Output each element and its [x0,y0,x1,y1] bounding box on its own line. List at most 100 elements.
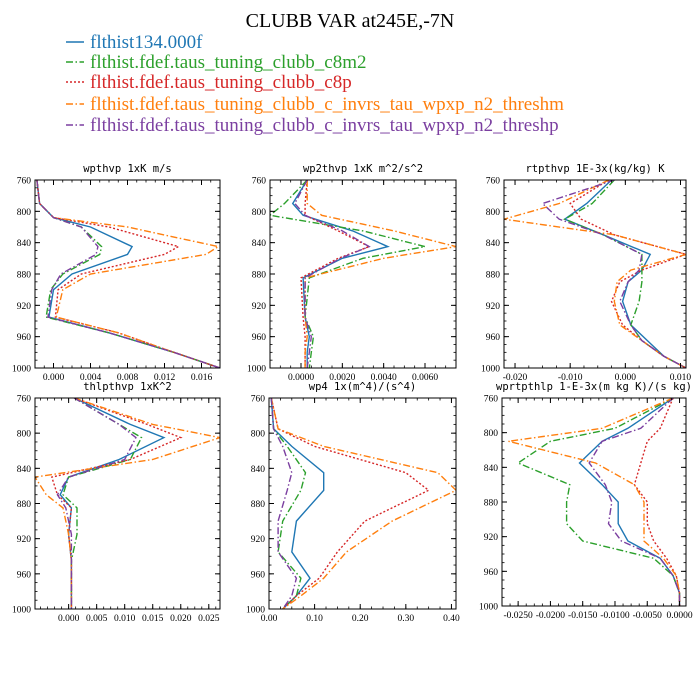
figure-title: CLUBB VAR at245E,-7N [246,10,455,32]
y-tick-label: 880 [486,271,501,281]
y-tick-label: 1000 [247,365,266,375]
series-line [59,398,166,609]
y-tick-label: 840 [17,465,32,475]
y-tick-label: 760 [17,395,32,405]
x-tick-label: 0.008 [117,373,139,383]
y-tick-label: 760 [486,177,501,187]
series-line [588,398,681,606]
series-line [270,398,298,609]
subplot: wp4 1x(m^4)/(s^4)76080084088092096010000… [246,381,460,624]
y-tick-label: 840 [17,239,32,249]
subplot-title: thlpthvp 1xK^2 [83,381,172,393]
series-line [270,398,456,609]
y-tick-label: 920 [251,535,266,545]
y-tick-label: 880 [484,499,499,509]
series-line [563,180,686,368]
subplot: wp2thvp 1xK m^2/s^2 760 800 840 880 920 960 100… [247,163,457,383]
series-line [304,180,456,368]
y-tick-label: 960 [17,333,32,343]
y-tick-label: 920 [252,302,267,312]
y-tick-label: 800 [17,430,32,440]
legend-label: flthist.fdef.taus_tuning_clubb_c8p [90,72,352,93]
x-tick-label: 0.016 [191,373,213,383]
x-tick-label: 0.000 [58,614,80,624]
x-tick-label: 0.10 [306,614,323,624]
y-tick-label: 880 [17,271,32,281]
series-line [541,180,686,368]
series-line [293,180,371,368]
x-tick-label: 0.0060 [412,373,438,383]
y-tick-label: 760 [252,177,267,187]
subplot-title: wp4 1x(m^4)/(s^4) [309,381,416,393]
x-tick-label: -0.020 [503,373,528,383]
legend: flthist134.000f flthist.fdef.taus_tuning… [66,32,564,136]
y-tick-label: 800 [484,429,499,439]
subplot-title: wp2thvp 1xK m^2/s^2 [303,163,423,175]
y-tick-label: 800 [486,208,501,218]
series-line [36,180,220,368]
series-line [35,398,220,609]
series-line [516,398,681,606]
x-tick-label: -0.0150 [568,611,598,621]
y-tick-label: 760 [17,177,32,187]
legend-label: flthist.fdef.taus_tuning_clubb_c_invrs_t… [90,115,559,136]
y-tick-label: 1000 [479,603,498,613]
y-tick-label: 960 [486,333,501,343]
x-tick-label: 0.010 [670,373,692,383]
subplot: wpthvp 1xK m/s 760 800 840 880 920 960 1000 0.00… [12,163,221,383]
y-tick-label: 760 [484,395,499,405]
series-line [270,398,430,609]
series-line [36,180,220,368]
x-tick-label: 0.0000 [288,373,314,383]
x-tick-label: -0.010 [558,373,583,383]
x-tick-label: 0.020 [170,614,192,624]
y-tick-label: 840 [251,465,266,475]
x-tick-label: 0.025 [198,614,220,624]
legend-entry: flthist.fdef.taus_tuning_clubb_c_invrs_t… [66,94,564,115]
legend-label: flthist.fdef.taus_tuning_clubb_c8m2 [90,52,367,73]
y-tick-label: 880 [251,500,266,510]
series-line [36,180,220,368]
series-line [291,180,390,368]
x-tick-label: -0.0250 [503,611,533,621]
x-tick-label: 0.0040 [371,373,397,383]
y-tick-label: 1000 [12,606,31,616]
x-tick-label: -0.0100 [600,611,630,621]
plot-frame [34,397,221,610]
series-line [508,398,681,606]
legend-entry: flthist.fdef.taus_tuning_clubb_c8m2 [66,52,367,73]
plot-frame [269,179,457,369]
y-tick-label: 840 [252,239,267,249]
y-tick-label: 920 [17,302,32,312]
x-tick-label: 0.00 [261,614,278,624]
legend-entry: flthist134.000f [66,32,203,53]
x-tick-label: -0.0050 [633,611,663,621]
x-tick-label: 0.010 [114,614,136,624]
y-tick-label: 960 [484,568,499,578]
series-line [36,180,220,368]
x-tick-label: 0.005 [86,614,108,624]
x-tick-label: 0.30 [398,614,415,624]
y-tick-label: 840 [484,464,499,474]
series-line [270,180,426,368]
y-tick-label: 880 [17,500,32,510]
y-tick-label: 800 [17,208,32,218]
subplot-title: wprtpthlp 1-E-3x(m kg K)/(s kg) [496,381,692,393]
subplot-title: wpthvp 1xK m/s [83,163,172,175]
x-tick-label: -0.0200 [536,611,566,621]
x-tick-label: 0.012 [154,373,176,383]
y-tick-label: 760 [251,395,266,405]
y-tick-label: 920 [17,535,32,545]
y-tick-label: 1000 [481,365,500,375]
legend-entry: flthist.fdef.taus_tuning_clubb_c8p [66,72,352,93]
y-tick-label: 800 [251,430,266,440]
series-line [270,398,307,609]
y-tick-label: 960 [251,570,266,580]
legend-label: flthist.fdef.taus_tuning_clubb_c_invrs_t… [90,94,564,115]
series-line [504,180,686,368]
x-tick-label: 0.20 [352,614,369,624]
y-tick-label: 1000 [12,365,31,375]
y-tick-label: 800 [252,208,267,218]
series-line [270,398,325,609]
